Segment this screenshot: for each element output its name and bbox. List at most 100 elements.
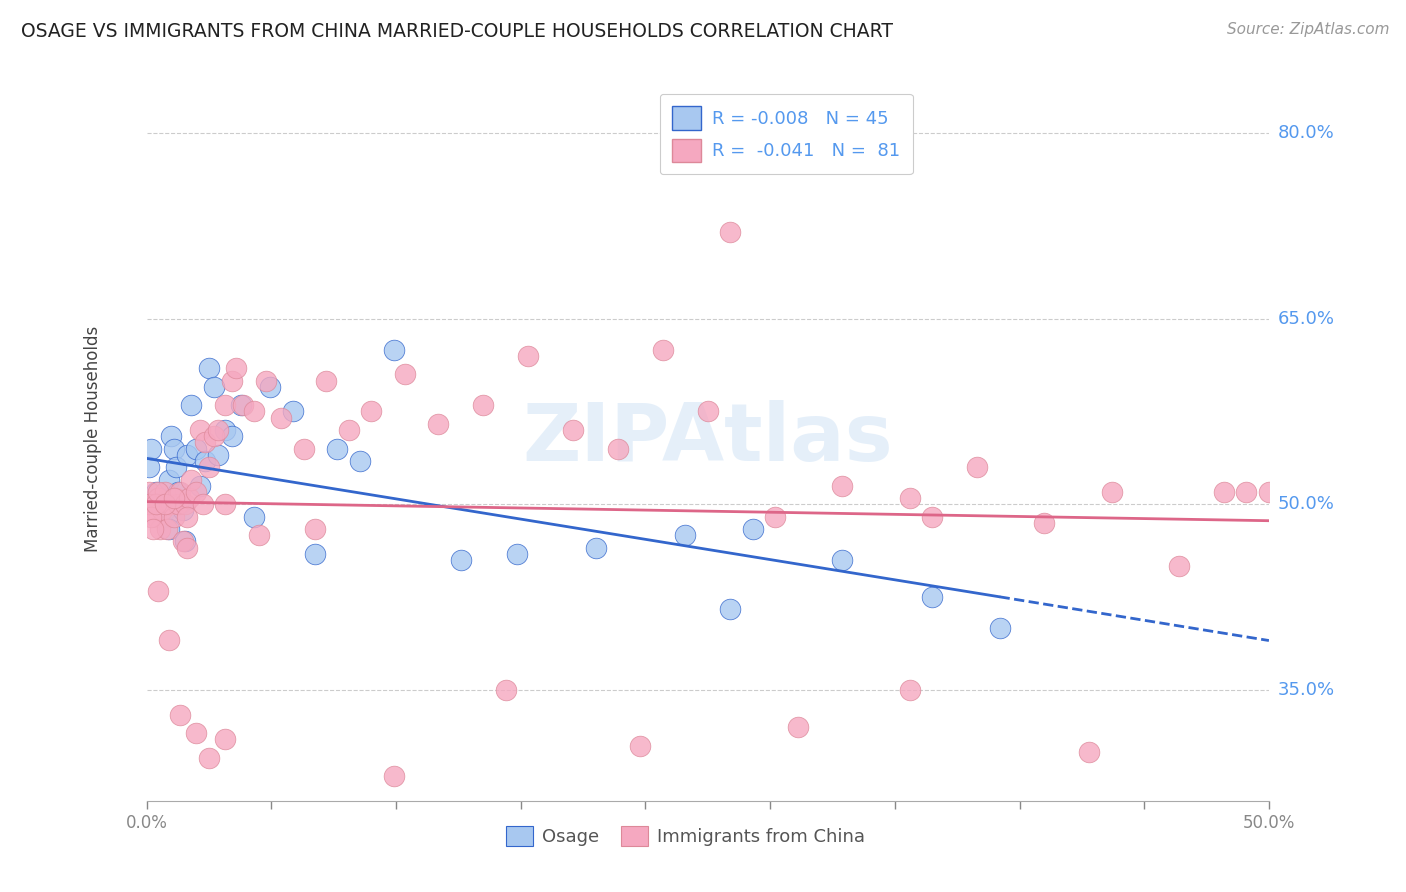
Point bbox=[326, 442, 349, 456]
Point bbox=[562, 423, 585, 437]
Point bbox=[718, 225, 741, 239]
Point bbox=[214, 423, 236, 437]
Point bbox=[184, 484, 207, 499]
Point bbox=[966, 460, 988, 475]
Point bbox=[349, 454, 371, 468]
Point bbox=[202, 380, 225, 394]
Point bbox=[202, 429, 225, 443]
Point bbox=[1101, 484, 1123, 499]
Point bbox=[472, 398, 495, 412]
Text: Married-couple Households: Married-couple Households bbox=[84, 326, 101, 552]
Point bbox=[898, 682, 921, 697]
Text: 35.0%: 35.0% bbox=[1278, 681, 1336, 698]
Point bbox=[831, 553, 853, 567]
Point bbox=[150, 503, 173, 517]
Point bbox=[149, 522, 172, 536]
Point bbox=[786, 720, 808, 734]
Point bbox=[214, 732, 236, 747]
Point bbox=[360, 404, 382, 418]
Point bbox=[167, 497, 190, 511]
Point bbox=[156, 509, 179, 524]
Point bbox=[146, 484, 169, 499]
Point bbox=[651, 343, 673, 357]
Point bbox=[176, 509, 198, 524]
Legend: R = -0.008   N = 45, R =  -0.041   N =  81: R = -0.008 N = 45, R = -0.041 N = 81 bbox=[659, 94, 912, 175]
Point bbox=[382, 343, 405, 357]
Point bbox=[156, 522, 179, 536]
Point bbox=[184, 442, 207, 456]
Point bbox=[254, 374, 277, 388]
Point bbox=[1236, 484, 1258, 499]
Point bbox=[138, 484, 160, 499]
Point bbox=[146, 583, 169, 598]
Point bbox=[165, 491, 187, 505]
Point bbox=[191, 497, 214, 511]
Point bbox=[1213, 484, 1236, 499]
Text: 50.0%: 50.0% bbox=[1278, 495, 1334, 513]
Point bbox=[259, 380, 281, 394]
Point bbox=[1258, 484, 1281, 499]
Point bbox=[194, 435, 217, 450]
Point bbox=[243, 404, 266, 418]
Point bbox=[198, 751, 221, 765]
Point bbox=[139, 503, 162, 517]
Point bbox=[304, 522, 326, 536]
Point bbox=[142, 522, 165, 536]
Point bbox=[506, 547, 529, 561]
Point bbox=[169, 707, 191, 722]
Point bbox=[190, 479, 212, 493]
Point bbox=[157, 633, 180, 648]
Point bbox=[146, 491, 169, 505]
Point bbox=[153, 497, 176, 511]
Point bbox=[145, 484, 167, 499]
Point bbox=[763, 509, 786, 524]
Point bbox=[153, 503, 176, 517]
Point bbox=[157, 473, 180, 487]
Point bbox=[176, 448, 198, 462]
Text: ZIPAtlas: ZIPAtlas bbox=[523, 401, 893, 478]
Point bbox=[190, 423, 212, 437]
Point bbox=[173, 497, 195, 511]
Point bbox=[180, 473, 202, 487]
Point bbox=[194, 454, 217, 468]
Point bbox=[221, 429, 243, 443]
Point bbox=[157, 522, 180, 536]
Point bbox=[169, 497, 191, 511]
Point bbox=[172, 503, 194, 517]
Point bbox=[157, 497, 180, 511]
Point bbox=[139, 442, 162, 456]
Point bbox=[179, 491, 201, 505]
Point bbox=[304, 547, 326, 561]
Point bbox=[898, 491, 921, 505]
Point bbox=[831, 479, 853, 493]
Point bbox=[160, 429, 183, 443]
Point bbox=[145, 497, 167, 511]
Point bbox=[1033, 516, 1056, 530]
Point bbox=[517, 349, 540, 363]
Point bbox=[184, 726, 207, 740]
Point bbox=[167, 484, 190, 499]
Point bbox=[180, 398, 202, 412]
Point bbox=[270, 410, 292, 425]
Point bbox=[138, 497, 160, 511]
Point bbox=[150, 497, 173, 511]
Point bbox=[214, 497, 236, 511]
Text: 65.0%: 65.0% bbox=[1278, 310, 1334, 327]
Point bbox=[921, 509, 943, 524]
Point bbox=[281, 404, 304, 418]
Point bbox=[173, 534, 195, 549]
Point bbox=[229, 398, 252, 412]
Point bbox=[427, 417, 450, 431]
Point bbox=[162, 442, 184, 456]
Point bbox=[718, 602, 741, 616]
Point bbox=[988, 621, 1011, 635]
Point bbox=[225, 361, 247, 376]
Point bbox=[142, 497, 165, 511]
Point bbox=[162, 491, 184, 505]
Point bbox=[176, 541, 198, 555]
Point bbox=[138, 460, 160, 475]
Point bbox=[145, 509, 167, 524]
Point bbox=[1078, 745, 1101, 759]
Point bbox=[169, 484, 191, 499]
Point bbox=[394, 368, 416, 382]
